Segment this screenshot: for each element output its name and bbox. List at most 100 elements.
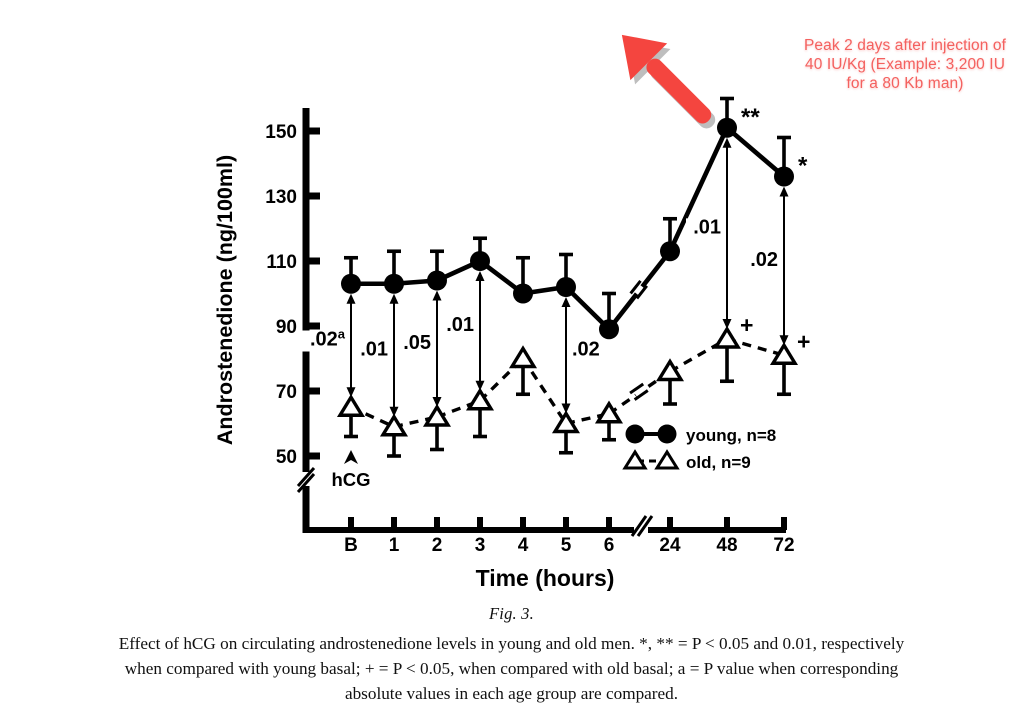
old-segment xyxy=(726,337,785,357)
y-tick-90: 90 xyxy=(276,317,297,338)
x-tick-24: 24 xyxy=(659,535,681,556)
old-segment xyxy=(521,357,568,425)
pvalue-superscript: a xyxy=(338,327,346,342)
pvalue-arrow-down xyxy=(346,387,356,398)
break-tick-1 xyxy=(629,279,642,295)
pvalue-arrow-up xyxy=(722,137,732,148)
pvalue-label: .02 xyxy=(572,338,600,360)
x-tick-2: 2 xyxy=(432,535,443,556)
young-marker-circle xyxy=(513,283,533,304)
red-arrow-icon xyxy=(621,34,716,129)
break-tick-2 xyxy=(633,389,649,401)
pvalue-label-bg xyxy=(439,315,476,337)
pvalue-arrow-down xyxy=(722,319,732,329)
pvalue-label: .05 xyxy=(403,332,431,354)
y-tick-130: 130 xyxy=(265,187,297,208)
hcg-event-marker: hCG xyxy=(331,450,371,490)
pvalue-label-bg xyxy=(686,218,723,240)
pvalue-label: .01 xyxy=(360,338,388,360)
old-marker-triangle xyxy=(594,400,624,424)
pvalue-arrow-down xyxy=(779,335,789,346)
x-tick-5: 5 xyxy=(561,535,572,556)
axis-break-mark xyxy=(629,279,650,300)
y-axis-title: Androstenedione (ng/100ml) xyxy=(213,155,237,445)
young-marker-circle xyxy=(717,117,737,138)
legend-item-young: young, n=8 xyxy=(625,424,776,445)
caption-line-3: absolute values in each age group are co… xyxy=(344,684,679,703)
pvalue-label-bg xyxy=(396,333,433,355)
young-marker-circle xyxy=(774,166,794,187)
pvalue-label: .01 xyxy=(693,216,721,238)
figure-caption: Fig. 3. Effect of hCG on circulating and… xyxy=(0,604,1023,706)
young-marker-circle xyxy=(341,273,361,294)
young-segment xyxy=(667,126,730,253)
caption-line-1: Effect of hCG on circulating androstened… xyxy=(118,634,905,653)
x-tick-3: 3 xyxy=(475,535,486,556)
pvalue-arrow-down xyxy=(475,380,485,391)
pvalue-label: .01 xyxy=(446,314,474,336)
young-marker-circle xyxy=(427,270,447,291)
pvalue-label-bg xyxy=(743,250,780,272)
chart-legend: young, n=8 old, n=9 xyxy=(622,424,776,472)
pvalue-arrow-up xyxy=(779,186,789,197)
old-marker-triangle xyxy=(422,403,452,427)
y-tick-50: 50 xyxy=(276,447,297,468)
pvalue-arrow-down xyxy=(432,397,442,407)
legend-label-young: young, n=8 xyxy=(686,426,776,445)
break-tick-2 xyxy=(635,284,648,300)
x-tick-6: 6 xyxy=(604,535,615,556)
old-marker-triangle xyxy=(769,341,799,365)
old-marker-triangle xyxy=(712,325,742,349)
old-marker-triangle xyxy=(379,413,409,437)
pvalue-arrow-up xyxy=(346,293,356,304)
x-tick-4: 4 xyxy=(518,535,529,556)
young-marker-circle xyxy=(660,241,680,262)
significance-marker-star: * xyxy=(798,153,808,180)
old-marker-triangle xyxy=(336,393,366,417)
pvalue-label-bg xyxy=(302,330,347,352)
x-tick-labels: B 1 2 3 4 5 6 24 48 72 xyxy=(344,535,794,556)
pvalue-label-bg xyxy=(570,340,607,362)
pvalue-annotations-layer: .02a.01.05.01.02.01.02 xyxy=(302,137,789,417)
chart-figure: 150 130 110 90 70 50 B 1 2 3 4 5 6 24 48… xyxy=(213,34,810,591)
young-marker-circle xyxy=(599,319,619,340)
figure-number: Fig. 3. xyxy=(489,604,534,623)
old-marker-triangle xyxy=(508,345,538,369)
old-marker-triangle xyxy=(551,410,581,434)
legend-label-old: old, n=9 xyxy=(686,453,751,472)
pvalue-arrow-down xyxy=(389,406,399,417)
significance-marker-plus: + xyxy=(740,312,753,338)
chart-axes xyxy=(296,108,787,537)
old-marker-triangle xyxy=(655,358,685,382)
x-tick-B: B xyxy=(344,535,358,556)
old-marker-triangle xyxy=(465,387,495,411)
hcg-label: hCG xyxy=(331,469,370,490)
young-marker-circle xyxy=(470,251,490,271)
break-tick-1 xyxy=(629,382,645,395)
y-tick-70: 70 xyxy=(276,382,297,403)
pvalue-arrow-up xyxy=(561,297,571,307)
x-tick-72: 72 xyxy=(773,535,794,556)
y-tick-labels: 150 130 110 90 70 50 xyxy=(265,122,297,468)
pvalue-label-bg xyxy=(353,340,390,362)
axis-break-mark xyxy=(629,382,649,403)
pvalue-arrow-down xyxy=(561,403,571,414)
young-segment xyxy=(564,285,611,331)
young-marker-circle xyxy=(384,273,404,294)
x-tick-48: 48 xyxy=(716,535,737,556)
legend-item-old: old, n=9 xyxy=(622,449,751,472)
series-old-line: ++ xyxy=(336,312,810,458)
pvalue-arrow-up xyxy=(432,290,442,301)
annotation-callout-text: Peak 2 days after injection of 40 IU/Kg … xyxy=(803,37,1007,92)
caption-line-2: when compared with young basal; + = P < … xyxy=(124,659,899,678)
y-tick-150: 150 xyxy=(265,122,297,143)
x-tick-1: 1 xyxy=(389,535,400,556)
y-tick-110: 110 xyxy=(266,252,297,273)
x-axis-title: Time (hours) xyxy=(476,565,615,591)
young-segment xyxy=(725,126,786,179)
significance-marker-plus: + xyxy=(797,328,810,354)
series-young-line: *** xyxy=(341,96,808,340)
pvalue-arrow-up xyxy=(475,271,485,281)
pvalue-label: .02 xyxy=(750,249,778,271)
